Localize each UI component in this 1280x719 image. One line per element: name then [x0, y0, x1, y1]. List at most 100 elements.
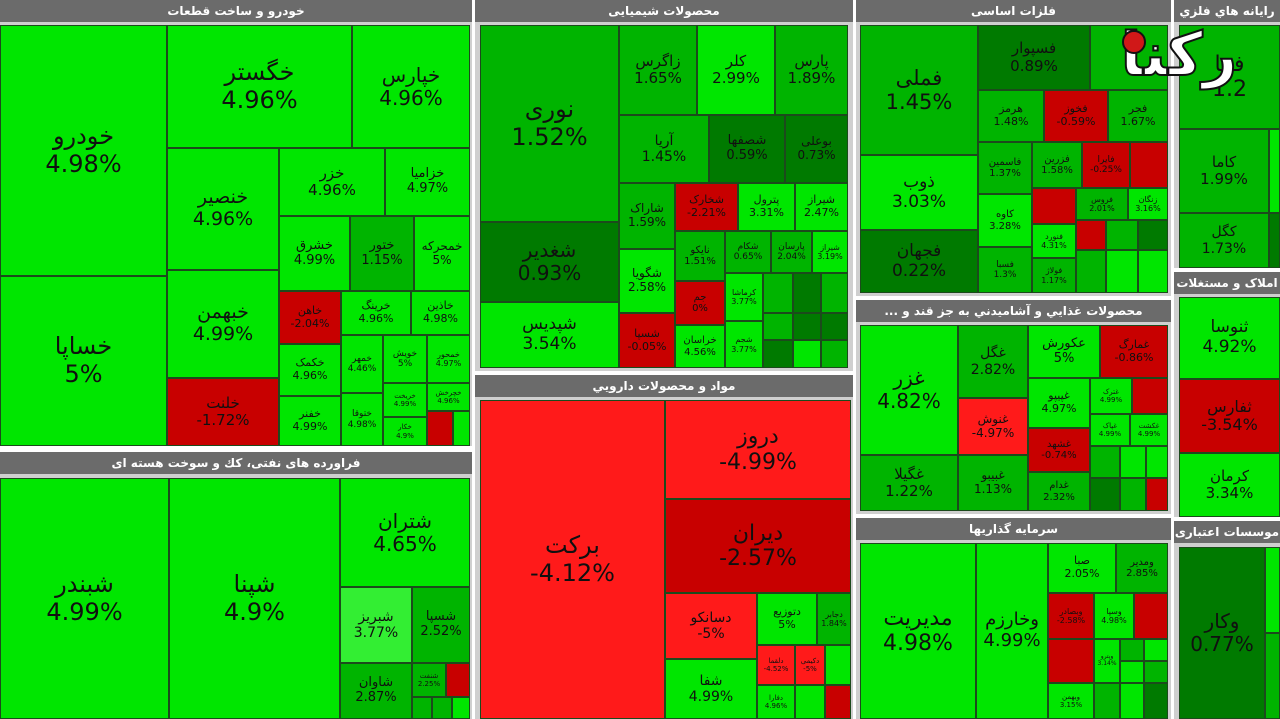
- stock-tile[interactable]: خزامیا 4.97%: [385, 148, 470, 216]
- stock-tile[interactable]: ثنوسا 4.92%: [1179, 297, 1280, 379]
- stock-tile[interactable]: نایکو 1.51%: [675, 231, 725, 281]
- stock-tile[interactable]: غمارگ -0.86%: [1100, 325, 1168, 378]
- stock-tile[interactable]: فسبا 1.3%: [978, 247, 1032, 293]
- sector-title[interactable]: املاک و مستغلات: [1174, 272, 1280, 294]
- stock-tile[interactable]: خزر 4.96%: [279, 148, 385, 216]
- stock-tile[interactable]: شبندر 4.99%: [0, 478, 169, 719]
- stock-tile[interactable]: شپدیس 3.54%: [480, 302, 619, 368]
- stock-tile[interactable]: فخوز -0.59%: [1044, 90, 1108, 142]
- stock-tile[interactable]: شاوان 2.87%: [340, 663, 412, 719]
- stock-tile[interactable]: خبهمن 4.99%: [167, 270, 279, 378]
- stock-tile[interactable]: پترول 3.31%: [738, 183, 795, 231]
- stock-tile[interactable]: فزرین 1.58%: [1032, 142, 1082, 188]
- stock-tile[interactable]: دتوزیع 5%: [757, 593, 817, 645]
- stock-tile[interactable]: صبا 2.05%: [1048, 543, 1116, 593]
- sector-title[interactable]: خودرو و ساخت قطعات: [0, 0, 472, 22]
- stock-tile[interactable]: شفا 4.99%: [665, 659, 757, 719]
- stock-tile[interactable]: خمحور 4.97%: [427, 335, 470, 383]
- stock-tile[interactable]: پارس 1.89%: [775, 25, 848, 115]
- stock-tile[interactable]: فجهان 0.22%: [860, 230, 978, 293]
- stock-tile[interactable]: کاما 1.99%: [1179, 129, 1269, 213]
- stock-tile[interactable]: خفنر 4.99%: [279, 396, 341, 446]
- stock-tile[interactable]: ومدیر 2.85%: [1116, 543, 1168, 593]
- stock-tile[interactable]: غگیلا 1.22%: [860, 455, 958, 511]
- stock-tile[interactable]: خودرو 4.98%: [0, 25, 167, 276]
- stock-tile[interactable]: فسپوار 0.89%: [978, 25, 1090, 90]
- stock-tile[interactable]: فجر 1.67%: [1108, 90, 1168, 142]
- stock-tile[interactable]: ذوب 3.03%: [860, 155, 978, 230]
- stock-tile[interactable]: خراسان 4.56%: [675, 325, 725, 368]
- sector-title[interactable]: سرمایه گذاریها: [856, 518, 1171, 540]
- stock-tile[interactable]: خویش 5%: [383, 335, 427, 383]
- stock-tile[interactable]: دسانکو -5%: [665, 593, 757, 659]
- sector-title[interactable]: فراورده های نفتی، کك و سوخت هسته ای: [0, 452, 472, 474]
- stock-tile[interactable]: غگل 2.82%: [958, 325, 1028, 398]
- stock-tile[interactable]: شپنا 4.9%: [169, 478, 340, 719]
- stock-tile[interactable]: شخارک -2.21%: [675, 183, 738, 231]
- stock-tile[interactable]: کلر 2.99%: [697, 25, 775, 115]
- stock-tile[interactable]: پارسان 2.04%: [771, 231, 812, 273]
- stock-tile[interactable]: دجابر 1.84%: [817, 593, 851, 645]
- stock-tile[interactable]: فولاژ 1.17%: [1032, 258, 1076, 293]
- sector-title[interactable]: محصولات غذايي و آشاميدني به جز قند و ...: [856, 300, 1171, 322]
- stock-tile[interactable]: ختور 1.15%: [350, 216, 414, 291]
- stock-tile[interactable]: خنصیر 4.96%: [167, 148, 279, 270]
- stock-tile[interactable]: شیراز 2.47%: [795, 183, 848, 231]
- stock-tile[interactable]: وپترو 3.14%: [1094, 639, 1120, 683]
- stock-tile[interactable]: مدیریت 4.98%: [860, 543, 976, 719]
- stock-tile[interactable]: فما 1.2: [1179, 25, 1280, 129]
- stock-tile[interactable]: خاذین 4.98%: [411, 291, 470, 335]
- stock-tile[interactable]: غدام 2.32%: [1028, 472, 1090, 511]
- stock-tile[interactable]: دروز -4.99%: [665, 400, 851, 499]
- stock-tile[interactable]: فایرا -0.25%: [1082, 142, 1130, 188]
- stock-tile[interactable]: ثفارس -3.54%: [1179, 379, 1280, 453]
- stock-tile[interactable]: خکار 4.9%: [383, 417, 427, 446]
- stock-tile[interactable]: برکت -4.12%: [480, 400, 665, 719]
- stock-tile[interactable]: کرمان 3.34%: [1179, 453, 1280, 517]
- stock-tile[interactable]: زنگان 3.16%: [1128, 188, 1168, 220]
- stock-tile[interactable]: شسپا 2.52%: [412, 587, 470, 663]
- stock-tile[interactable]: دکیمی -5%: [795, 645, 825, 685]
- stock-tile[interactable]: خساپا 5%: [0, 276, 167, 446]
- sector-title[interactable]: موسسات اعتباری: [1174, 521, 1280, 543]
- stock-tile[interactable]: آریا 1.45%: [619, 115, 709, 183]
- stock-tile[interactable]: کگل 1.73%: [1179, 213, 1269, 268]
- stock-tile[interactable]: فنورد 4.31%: [1032, 224, 1076, 258]
- stock-tile[interactable]: خچرخش 4.96%: [427, 383, 470, 411]
- stock-tile[interactable]: غشهد -0.74%: [1028, 428, 1090, 472]
- stock-tile[interactable]: وسپا 4.98%: [1094, 593, 1134, 639]
- stock-tile[interactable]: شنفت 2.25%: [412, 663, 446, 697]
- stock-tile[interactable]: شسپا -0.05%: [619, 313, 675, 368]
- stock-tile[interactable]: شیراز 3.19%: [812, 231, 848, 273]
- stock-tile[interactable]: شصفها 0.59%: [709, 115, 785, 183]
- stock-tile[interactable]: خمهر 4.46%: [341, 335, 383, 393]
- stock-tile[interactable]: شبریز 3.77%: [340, 587, 412, 663]
- stock-tile[interactable]: خمحرکه 5%: [414, 216, 470, 291]
- stock-tile[interactable]: دلقما -4.52%: [757, 645, 795, 685]
- stock-tile[interactable]: فاسمین 1.37%: [978, 142, 1032, 194]
- stock-tile[interactable]: بوعلی 0.73%: [785, 115, 848, 183]
- stock-tile[interactable]: خلنت -1.72%: [167, 378, 279, 446]
- stock-tile[interactable]: خگستر 4.96%: [167, 25, 352, 148]
- stock-tile[interactable]: غبیبو 1.13%: [958, 455, 1028, 511]
- stock-tile[interactable]: شگویا 2.58%: [619, 249, 675, 313]
- stock-tile[interactable]: شکام 0.65%: [725, 231, 771, 273]
- stock-tile[interactable]: خاهن -2.04%: [279, 291, 341, 344]
- stock-tile[interactable]: خکمک 4.96%: [279, 344, 341, 396]
- stock-tile[interactable]: نوری 1.52%: [480, 25, 619, 222]
- stock-tile[interactable]: فروس 2.01%: [1076, 188, 1128, 220]
- stock-tile[interactable]: خریخت 4.99%: [383, 383, 427, 417]
- sector-title[interactable]: رایانه هاي فلزي: [1174, 0, 1280, 22]
- stock-tile[interactable]: شتران 4.65%: [340, 478, 470, 587]
- stock-tile[interactable]: وبهمن 3.15%: [1048, 683, 1094, 719]
- stock-tile[interactable]: ختوقا 4.98%: [341, 393, 383, 446]
- stock-tile[interactable]: دیران -2.57%: [665, 499, 851, 593]
- stock-tile[interactable]: غزر 4.82%: [860, 325, 958, 455]
- stock-tile[interactable]: هرمز 1.48%: [978, 90, 1044, 142]
- stock-tile[interactable]: خرینگ 4.96%: [341, 291, 411, 335]
- stock-tile[interactable]: شاراک 1.59%: [619, 183, 675, 249]
- sector-title[interactable]: فلزات اساسی: [856, 0, 1171, 22]
- sector-title[interactable]: محصولات شیمیایی: [475, 0, 853, 22]
- stock-tile[interactable]: وخارزم 4.99%: [976, 543, 1048, 719]
- stock-tile[interactable]: خپارس 4.96%: [352, 25, 470, 148]
